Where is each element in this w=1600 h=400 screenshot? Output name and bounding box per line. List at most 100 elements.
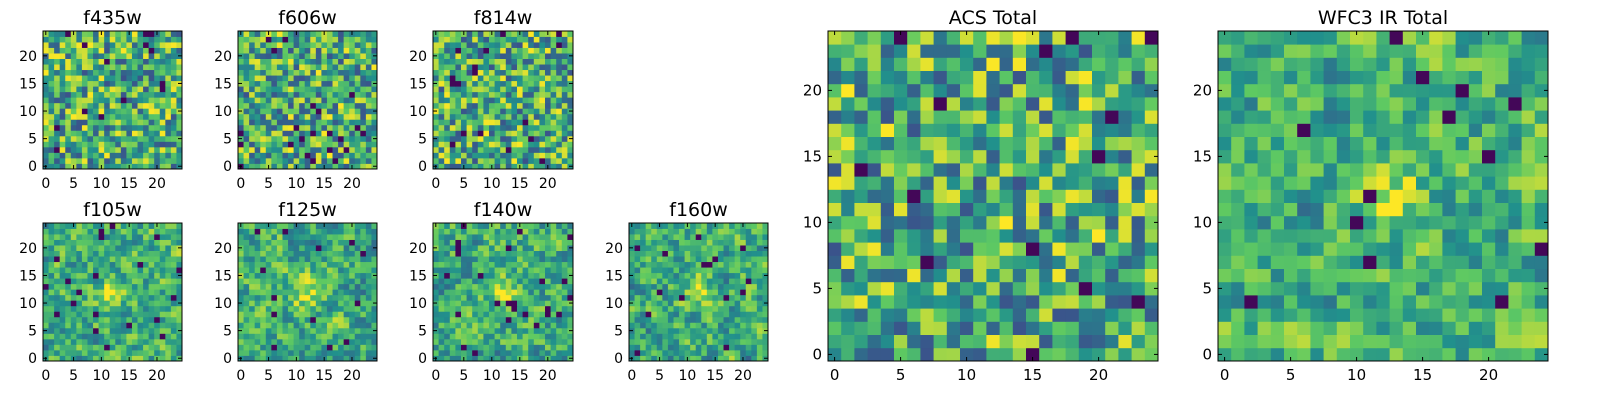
heatmap-cell bbox=[684, 300, 691, 307]
heatmap-cell bbox=[1118, 176, 1132, 190]
heatmap-cell bbox=[143, 157, 150, 164]
heatmap-cell bbox=[282, 108, 289, 115]
x-tick-label: 5 bbox=[264, 176, 273, 192]
heatmap-cell bbox=[120, 163, 127, 170]
heatmap-cell bbox=[159, 157, 166, 164]
heatmap-cell bbox=[449, 311, 456, 318]
heatmap-cell bbox=[338, 289, 345, 296]
heatmap-cell bbox=[143, 53, 150, 59]
heatmap-cell bbox=[360, 53, 367, 59]
heatmap-cell bbox=[494, 294, 501, 301]
heatmap-cell bbox=[310, 42, 317, 48]
heatmap-cell bbox=[1144, 308, 1159, 322]
heatmap-cell bbox=[148, 239, 155, 246]
heatmap-cell bbox=[561, 53, 568, 59]
heatmap-cell bbox=[271, 69, 278, 76]
heatmap-cell bbox=[483, 278, 490, 285]
heatmap-cell bbox=[70, 333, 77, 340]
x-tick-label: 5 bbox=[264, 368, 273, 384]
heatmap-cell bbox=[137, 289, 144, 296]
heatmap-cell bbox=[349, 141, 356, 148]
heatmap-cell bbox=[556, 36, 563, 43]
heatmap-cell bbox=[528, 239, 535, 246]
heatmap-cell bbox=[920, 268, 934, 283]
heatmap-cell bbox=[104, 31, 111, 37]
heatmap-cell bbox=[321, 349, 328, 356]
heatmap-cell bbox=[461, 338, 467, 345]
heatmap-cell bbox=[321, 58, 328, 65]
heatmap-cell bbox=[98, 338, 105, 345]
heatmap-cell bbox=[1039, 215, 1053, 230]
heatmap-cell bbox=[690, 311, 697, 318]
heatmap-cell bbox=[338, 91, 345, 98]
heatmap-cell bbox=[466, 102, 473, 109]
heatmap-cell bbox=[143, 124, 150, 131]
heatmap-cell bbox=[54, 141, 61, 148]
heatmap-cell bbox=[109, 316, 116, 323]
heatmap-cell bbox=[260, 141, 267, 148]
heatmap-cell bbox=[293, 119, 300, 126]
heatmap-cell bbox=[999, 202, 1014, 217]
heatmap-cell bbox=[477, 234, 484, 240]
heatmap-cell bbox=[500, 69, 507, 76]
heatmap-cell bbox=[249, 58, 256, 65]
heatmap-cell bbox=[679, 305, 685, 312]
heatmap-cell bbox=[349, 64, 356, 71]
heatmap-cell bbox=[545, 124, 551, 131]
heatmap-cell bbox=[960, 215, 974, 230]
x-tick-label: 0 bbox=[431, 368, 440, 384]
heatmap-cell bbox=[472, 250, 479, 257]
heatmap-cell bbox=[433, 316, 439, 323]
heatmap-cell bbox=[522, 327, 529, 334]
heatmap-cell bbox=[154, 272, 161, 279]
heatmap-cell bbox=[238, 119, 244, 126]
heatmap-cell bbox=[176, 305, 183, 312]
heatmap-cell bbox=[154, 327, 161, 334]
heatmap-cell bbox=[310, 36, 317, 43]
heatmap-cell bbox=[70, 338, 77, 345]
heatmap-cell bbox=[271, 102, 278, 109]
heatmap-cell bbox=[238, 316, 244, 323]
heatmap-cell bbox=[310, 316, 317, 323]
heatmap-cell bbox=[154, 130, 161, 137]
heatmap-cell bbox=[276, 289, 283, 296]
heatmap-cell bbox=[315, 234, 322, 240]
heatmap-cell bbox=[500, 272, 507, 279]
heatmap-cell bbox=[645, 355, 652, 362]
heatmap-cell bbox=[87, 305, 94, 312]
heatmap-cell bbox=[54, 338, 61, 345]
heatmap-cell bbox=[299, 305, 306, 312]
heatmap-cell bbox=[159, 163, 166, 170]
heatmap-cell bbox=[673, 250, 680, 257]
heatmap-cell bbox=[461, 267, 467, 274]
heatmap-cell bbox=[98, 36, 105, 43]
heatmap-cell bbox=[438, 135, 445, 142]
heatmap-cell bbox=[321, 289, 328, 296]
heatmap-cell bbox=[907, 321, 921, 335]
heatmap-cell bbox=[321, 256, 328, 263]
heatmap-cell bbox=[517, 64, 523, 71]
heatmap-cell bbox=[243, 234, 250, 240]
heatmap-cell bbox=[561, 47, 568, 54]
heatmap-cell bbox=[500, 355, 507, 362]
heatmap-cell bbox=[299, 228, 306, 235]
heatmap-cell bbox=[332, 157, 339, 164]
heatmap-cell bbox=[522, 113, 529, 120]
heatmap-cell bbox=[701, 322, 708, 329]
heatmap-cell bbox=[238, 278, 244, 285]
heatmap-cell bbox=[556, 135, 563, 142]
heatmap-cell bbox=[343, 267, 350, 274]
heatmap-cell bbox=[299, 146, 306, 153]
heatmap-cell bbox=[854, 347, 868, 362]
heatmap-cell bbox=[946, 229, 961, 243]
heatmap-cell bbox=[137, 239, 144, 246]
heatmap-cell bbox=[148, 311, 155, 318]
heatmap-cell bbox=[371, 69, 378, 76]
heatmap-cell bbox=[854, 242, 868, 256]
heatmap-cell bbox=[332, 91, 339, 98]
heatmap-cell bbox=[734, 327, 741, 334]
heatmap-cell bbox=[343, 300, 350, 307]
heatmap-cell bbox=[651, 316, 658, 323]
heatmap-cell bbox=[629, 338, 635, 345]
heatmap-cell bbox=[148, 344, 155, 351]
